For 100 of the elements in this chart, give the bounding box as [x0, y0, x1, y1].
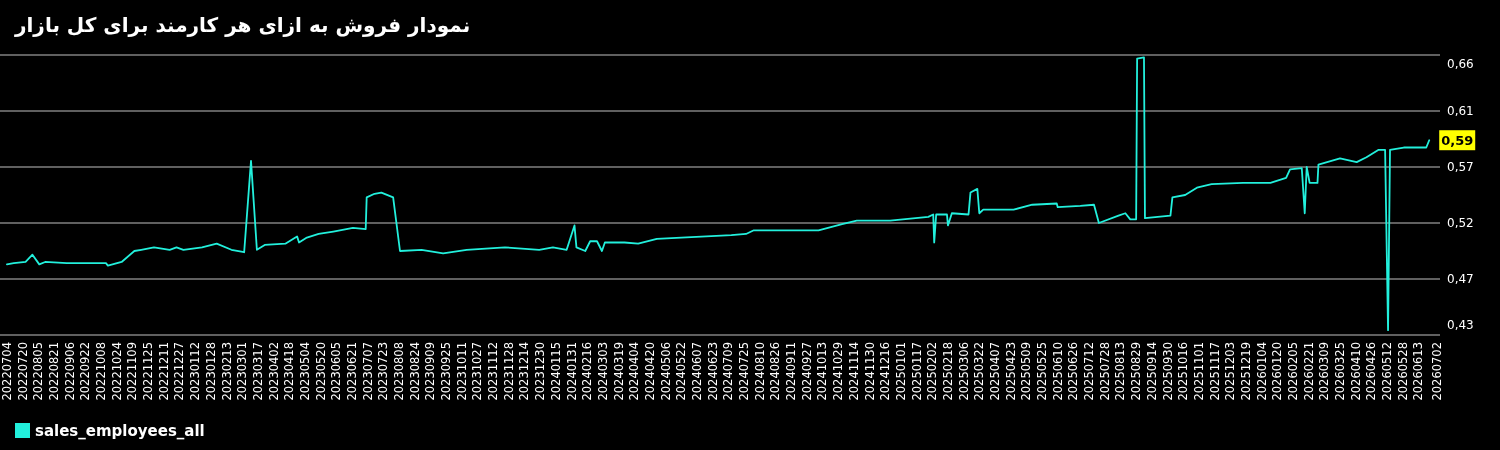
xtick: 20240623: [705, 342, 720, 401]
xtick: 20250930: [1160, 342, 1175, 401]
xtick: 20250712: [1082, 342, 1097, 401]
xtick: 20241029: [831, 342, 846, 401]
xtick: 20260410: [1348, 342, 1363, 401]
xtick: 20240911: [784, 342, 799, 401]
xtick: 20250525: [1035, 342, 1050, 401]
xtick: 20240404: [627, 342, 642, 401]
xtick: 20240607: [690, 342, 704, 401]
xtick: 20241130: [862, 342, 877, 401]
xtick: 20260528: [1395, 342, 1410, 401]
xtick: 20231128: [501, 342, 516, 401]
xtick: 20251016: [1176, 342, 1191, 401]
xtick: 20250509: [1019, 342, 1034, 401]
xtick: 20241216: [878, 342, 893, 401]
xtick: 20240303: [595, 342, 610, 401]
xtick: 20230621: [344, 342, 359, 401]
ytick: 0,57: [1447, 160, 1474, 174]
xtick: 20250202: [925, 342, 940, 401]
xtick: 20240927: [799, 342, 814, 401]
xtick: 20230707: [360, 342, 375, 401]
xtick: 20250101: [893, 342, 908, 401]
xtick: 20230402: [266, 342, 281, 401]
xtick: 20250626: [1066, 342, 1081, 401]
xtick: 20221008: [94, 342, 109, 401]
xtick: 20220821: [47, 342, 61, 401]
xtick: 20260309: [1317, 342, 1332, 401]
xtick: 20250423: [1003, 342, 1018, 401]
xtick: 20231112: [486, 342, 501, 401]
xtick: 20230213: [219, 342, 234, 401]
xtick: 20240131: [564, 342, 579, 401]
xtick: 20260104: [1254, 342, 1269, 401]
xtick: 20250914: [1144, 342, 1159, 401]
xtick: 20221227: [172, 342, 187, 401]
xtick: 20250306: [956, 342, 971, 401]
xtick: 20230317: [250, 342, 265, 401]
xtick: 20241013: [815, 342, 830, 401]
xtick: 20251117: [1207, 342, 1222, 401]
xtick: 20260512: [1380, 342, 1395, 401]
xtick: 20230418: [282, 342, 297, 401]
xtick: 20230112: [188, 342, 203, 401]
xtick: 20220906: [62, 342, 77, 401]
xtick: 20250407: [988, 342, 1002, 401]
xtick: 20250610: [1050, 342, 1065, 401]
ytick: 0,43: [1447, 318, 1474, 332]
xtick: 20250117: [909, 342, 924, 401]
ytick: 0,52: [1447, 216, 1474, 230]
xtick: 20240506: [658, 342, 673, 401]
xtick: 20220720: [15, 342, 30, 401]
xtick: 20260205: [1285, 342, 1300, 401]
xtick: 20240115: [548, 342, 563, 401]
xtick: 20230605: [329, 342, 344, 401]
xtick: 20240810: [752, 342, 767, 401]
xtick: 20240725: [737, 342, 752, 401]
xtick: 20260426: [1364, 342, 1379, 401]
xtick: 20240522: [674, 342, 689, 401]
xtick: 20230520: [313, 342, 328, 401]
xtick: 20230925: [439, 342, 454, 401]
xtick: 20250728: [1097, 342, 1112, 401]
xtick: 20230824: [407, 342, 422, 401]
xtick: 20221024: [109, 342, 124, 401]
xtick: 20251101: [1191, 342, 1206, 401]
xtick: 20220704: [0, 342, 14, 401]
xtick: 20221109: [125, 342, 140, 401]
xtick: 20230504: [297, 342, 312, 401]
xtick: 20240319: [611, 342, 626, 401]
xtick: 20230723: [376, 342, 391, 401]
xtick: 20260325: [1333, 342, 1347, 401]
ytick: 0,61: [1447, 104, 1474, 118]
xtick: 20260221: [1301, 342, 1316, 401]
xtick: 20240216: [580, 342, 595, 401]
xtick: 20231027: [470, 342, 485, 401]
ytick: 0,47: [1447, 272, 1474, 286]
xtick: 20221211: [156, 342, 171, 401]
legend: sales_employees_all: [15, 422, 205, 440]
xtick: 20230301: [235, 342, 250, 401]
xtick: 20260120: [1270, 342, 1285, 401]
title: نمودار فروش به ازای هر کارمند برای کل بازار: [15, 13, 471, 37]
xtick: 20230128: [203, 342, 218, 401]
xtick: 20230909: [423, 342, 438, 401]
xtick: 20231011: [454, 342, 469, 401]
xtick: 20231214: [517, 342, 532, 401]
xtick: 20260613: [1411, 342, 1426, 401]
xtick: 20240826: [768, 342, 783, 401]
xtick: 20241114: [846, 342, 861, 401]
xtick: 20240420: [642, 342, 657, 401]
xtick: 20260702: [1430, 342, 1445, 401]
xtick: 20250218: [940, 342, 955, 401]
xtick: 20250322: [972, 342, 987, 401]
xtick: 20240709: [721, 342, 736, 401]
ytick: 0,66: [1447, 57, 1474, 71]
xtick: 20231230: [533, 342, 548, 401]
xtick: 20251203: [1223, 342, 1238, 401]
last-value-label: 0,59: [1439, 130, 1476, 151]
xtick: 20250813: [1113, 342, 1128, 401]
xtick: 20230808: [392, 342, 406, 401]
xtick: 20251219: [1238, 342, 1253, 401]
xtick: 20250829: [1129, 342, 1144, 401]
xtick: 20220922: [78, 342, 93, 401]
xtick: 20221125: [141, 342, 156, 401]
